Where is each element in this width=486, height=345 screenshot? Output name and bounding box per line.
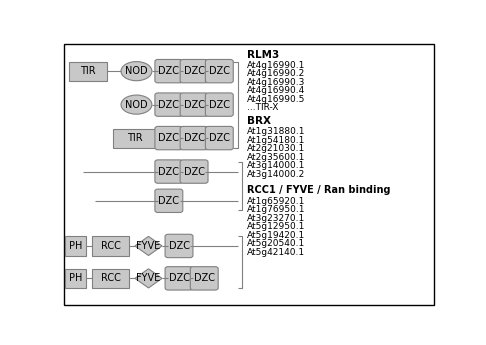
Text: RCC: RCC (101, 241, 121, 251)
Bar (65, 236, 86, 256)
Text: DZC: DZC (209, 100, 230, 110)
Text: At4g16990.3: At4g16990.3 (247, 78, 306, 87)
Text: At1g31880.1: At1g31880.1 (247, 127, 306, 136)
FancyBboxPatch shape (155, 59, 183, 83)
Text: ...TIR-X: ...TIR-X (247, 103, 278, 112)
Text: At2g35600.1: At2g35600.1 (247, 153, 306, 162)
FancyBboxPatch shape (191, 267, 218, 290)
Text: DZC: DZC (184, 66, 205, 76)
FancyBboxPatch shape (206, 126, 233, 150)
Polygon shape (135, 269, 162, 288)
Text: PH: PH (69, 241, 82, 251)
Text: At3g14000.1: At3g14000.1 (247, 161, 306, 170)
Polygon shape (135, 236, 162, 256)
Text: DZC: DZC (184, 100, 205, 110)
Bar (92, 269, 129, 288)
Text: RCC: RCC (101, 273, 121, 283)
Text: DZC: DZC (158, 167, 179, 177)
FancyBboxPatch shape (155, 93, 183, 116)
FancyBboxPatch shape (155, 126, 183, 150)
FancyBboxPatch shape (206, 93, 233, 116)
Text: RLM3: RLM3 (247, 50, 279, 60)
Text: DZC: DZC (169, 241, 190, 251)
FancyBboxPatch shape (180, 160, 208, 183)
Text: DZC: DZC (158, 133, 179, 143)
Text: TIR: TIR (80, 66, 96, 76)
Text: At1g76950.1: At1g76950.1 (247, 205, 306, 214)
Text: At4g16990.4: At4g16990.4 (247, 86, 305, 95)
Text: TIR: TIR (127, 133, 143, 143)
Text: NOD: NOD (125, 100, 148, 110)
Text: At5g12950.1: At5g12950.1 (247, 222, 306, 231)
Text: DZC: DZC (158, 196, 179, 206)
Text: DZC: DZC (194, 273, 215, 283)
FancyBboxPatch shape (165, 234, 193, 258)
Text: PH: PH (69, 273, 82, 283)
Text: DZC: DZC (169, 273, 190, 283)
Text: At5g20540.1: At5g20540.1 (247, 239, 305, 248)
Text: At1g54180.1: At1g54180.1 (247, 136, 306, 145)
Text: At2g21030.1: At2g21030.1 (247, 144, 305, 153)
Text: DZC: DZC (184, 167, 205, 177)
Text: DZC: DZC (209, 133, 230, 143)
Bar (113, 129, 158, 148)
Text: DZC: DZC (209, 66, 230, 76)
Text: At5g42140.1: At5g42140.1 (247, 248, 305, 257)
Bar (65, 269, 86, 288)
Text: At4g16990.5: At4g16990.5 (247, 95, 306, 104)
Bar (92, 236, 129, 256)
FancyBboxPatch shape (155, 189, 183, 213)
Ellipse shape (121, 62, 152, 81)
Text: DZC: DZC (158, 100, 179, 110)
Text: FYVE: FYVE (137, 241, 161, 251)
Text: At4g16990.2: At4g16990.2 (247, 69, 305, 78)
FancyBboxPatch shape (180, 93, 208, 116)
Text: At3g14000.2: At3g14000.2 (247, 170, 305, 179)
FancyBboxPatch shape (180, 59, 208, 83)
Text: At5g19420.1: At5g19420.1 (247, 231, 305, 240)
FancyBboxPatch shape (165, 267, 193, 290)
Text: NOD: NOD (125, 66, 148, 76)
Text: BRX: BRX (247, 116, 271, 126)
FancyBboxPatch shape (180, 126, 208, 150)
Text: At4g16990.1: At4g16990.1 (247, 61, 306, 70)
Text: DZC: DZC (158, 66, 179, 76)
Text: FYVE: FYVE (137, 273, 161, 283)
Text: RCC1 / FYVE / Ran binding: RCC1 / FYVE / Ran binding (247, 185, 391, 195)
Text: At3g23270.1: At3g23270.1 (247, 214, 305, 223)
Ellipse shape (121, 95, 152, 114)
Text: DZC: DZC (184, 133, 205, 143)
FancyBboxPatch shape (155, 160, 183, 183)
FancyBboxPatch shape (206, 59, 233, 83)
Text: At1g65920.1: At1g65920.1 (247, 197, 306, 206)
Bar (69, 62, 107, 81)
